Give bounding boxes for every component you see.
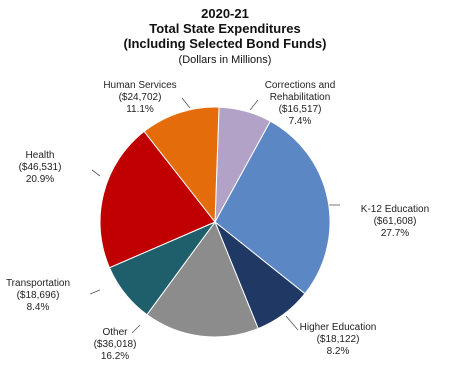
category-label: Human Services bbox=[103, 80, 177, 91]
leader-line bbox=[131, 324, 141, 334]
chart-title: 2020-21 bbox=[201, 6, 249, 21]
percent-label: 27.7% bbox=[380, 228, 410, 239]
category-label: Corrections and Rehabilitation bbox=[264, 80, 336, 103]
leader-line bbox=[89, 289, 101, 295]
slice-label: Corrections and Rehabilitation ($16,517) 7… bbox=[245, 80, 355, 128]
percent-label: 20.9% bbox=[25, 174, 55, 185]
chart-subtitle: Total State Expenditures bbox=[149, 21, 301, 36]
chart-subtitle: (Including Selected Bond Funds) bbox=[123, 36, 327, 51]
category-label: Health bbox=[25, 150, 55, 161]
value-label: ($61,608) bbox=[373, 216, 417, 227]
pie-slice bbox=[214, 120, 331, 295]
value-label: ($46,531) bbox=[18, 162, 62, 173]
value-label: ($18,696) bbox=[16, 290, 60, 301]
category-label: Transportation bbox=[5, 278, 71, 289]
percent-label: 16.2% bbox=[100, 351, 130, 362]
leader-line bbox=[249, 99, 259, 111]
category-label: Other bbox=[102, 327, 128, 338]
value-label: ($18,122) bbox=[316, 334, 360, 345]
slice-label: Human Services ($24,702) 11.1% bbox=[85, 80, 195, 116]
value-label: ($24,702) bbox=[118, 92, 162, 103]
percent-label: 11.1% bbox=[126, 104, 154, 115]
percent-label: 7.4% bbox=[288, 116, 312, 127]
value-label: ($36,018) bbox=[93, 339, 137, 350]
value-label: ($16,517) bbox=[278, 104, 322, 115]
leader-line bbox=[285, 315, 299, 331]
slice-label: Higher Education ($18,122) 8.2% bbox=[283, 322, 393, 358]
leader-line bbox=[181, 97, 191, 109]
category-label: Higher Education bbox=[299, 322, 377, 333]
units-note: (Dollars in Millions) bbox=[178, 54, 272, 66]
slice-label: Transportation ($18,696) 8.4% bbox=[0, 278, 93, 314]
pie-slice bbox=[146, 220, 259, 338]
category-label: K-12 Education bbox=[360, 204, 430, 215]
slice-label: Other ($36,018) 16.2% bbox=[60, 327, 170, 363]
slice-label: K-12 Education ($61,608) 27.7% bbox=[340, 204, 450, 240]
pie-slice bbox=[143, 106, 220, 224]
pie-slice bbox=[99, 130, 216, 269]
leader-line bbox=[91, 169, 101, 177]
percent-label: 8.2% bbox=[326, 346, 350, 357]
percent-label: 8.4% bbox=[26, 302, 50, 313]
slice-label: Health ($46,531) 20.9% bbox=[0, 150, 95, 186]
